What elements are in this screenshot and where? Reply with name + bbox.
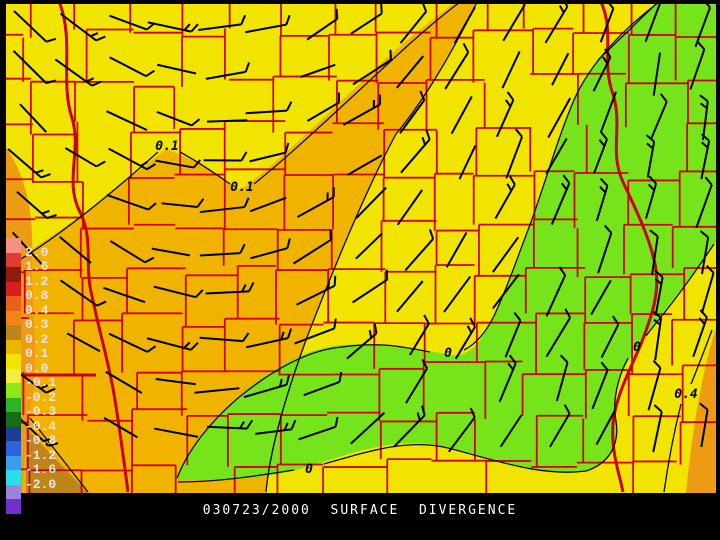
colorbar-cell xyxy=(6,281,21,296)
colorbar-label: 0.4 xyxy=(25,302,49,318)
colorbar-label: -0.1 xyxy=(25,375,57,390)
colorbar-label: 0.3 xyxy=(25,317,49,332)
river-line xyxy=(600,4,659,493)
contour-label: 0.4 xyxy=(674,387,698,402)
title-bar: 030723/2000 SURFACE DIVERGENCE xyxy=(0,493,720,540)
colorbar-cell xyxy=(6,441,21,456)
colorbar-cell xyxy=(6,339,21,354)
colorbar-label: 1.6 xyxy=(25,259,49,274)
colorbar-cell xyxy=(6,383,21,398)
colorbar-label: -0.3 xyxy=(25,404,57,419)
contour-line xyxy=(253,4,459,185)
colorbar-label: -1.2 xyxy=(25,447,57,463)
colorbar-cell xyxy=(6,354,21,369)
convergence-green-region xyxy=(176,0,716,481)
border-top xyxy=(0,0,720,4)
colorbar-label: 0.2 xyxy=(25,331,49,347)
colorbar-label: 0.8 xyxy=(25,288,49,303)
border-right xyxy=(716,0,720,493)
colorbar-cell xyxy=(6,455,21,470)
colorbar-cell xyxy=(6,499,21,514)
river-line xyxy=(58,4,130,493)
colorbar-cell xyxy=(6,426,21,441)
colorbar-label: 0.0 xyxy=(25,360,49,376)
contour-lines-layer xyxy=(15,4,715,493)
wind-barbs-layer xyxy=(7,4,715,453)
colorbar-label: -1.6 xyxy=(25,462,57,477)
contour-line xyxy=(663,403,682,493)
colorbar-cell xyxy=(6,238,21,253)
colorbar-cell xyxy=(6,484,21,499)
divergence-tan-corner xyxy=(26,428,88,493)
colorbar-label: 1.2 xyxy=(25,273,49,289)
contour-labels-layer: 0.1 0.1 0 0 0 0.4 xyxy=(155,139,698,477)
colorbar-label: -0.4 xyxy=(25,418,57,434)
contour-label: 0 xyxy=(444,346,452,361)
contour-line xyxy=(597,4,657,61)
contour-line xyxy=(265,4,477,493)
contour-label: 0 xyxy=(633,340,641,355)
colorbar-cell xyxy=(6,310,21,325)
title-text: 030723/2000 SURFACE DIVERGENCE xyxy=(202,503,518,518)
colorbar-label: -0.2 xyxy=(25,389,57,405)
colorbar-cell xyxy=(6,252,21,267)
border-left xyxy=(0,0,6,493)
colorbar-cell xyxy=(6,368,21,383)
colorbar-label: 0.1 xyxy=(25,346,49,361)
divergence-orange-right-strip xyxy=(686,328,716,493)
contour-line xyxy=(179,151,231,185)
colorbar-cell xyxy=(6,267,21,282)
colorbar-label: -0.8 xyxy=(25,433,57,448)
colorbar-cell xyxy=(6,470,21,485)
contour-label: 0 xyxy=(305,462,313,477)
contour-line xyxy=(176,344,431,479)
colorbar-label: -2.0 xyxy=(25,476,57,492)
colorbar-cell xyxy=(6,412,21,427)
contour-label: 0.1 xyxy=(155,139,178,154)
contour-line xyxy=(690,329,713,385)
colorbar-label: 2.0 xyxy=(25,244,49,260)
contour-line xyxy=(323,357,629,473)
colorbar-cell xyxy=(6,296,21,311)
contour-label: 0.1 xyxy=(230,180,253,195)
contour-line xyxy=(29,417,89,493)
colorbar-cell xyxy=(6,397,21,412)
colorbar-cell xyxy=(6,325,21,340)
contour-line xyxy=(177,469,295,483)
